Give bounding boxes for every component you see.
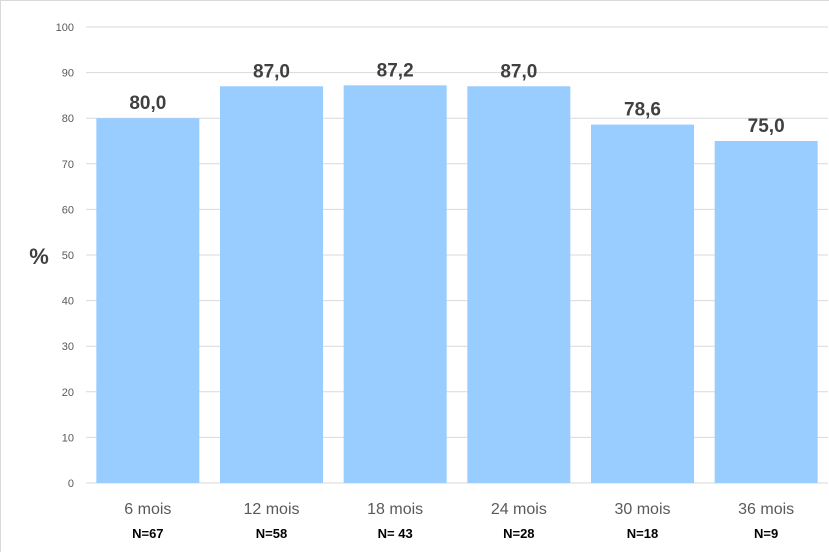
bar-value-label: 87,0: [253, 61, 290, 82]
x-tick-label: 36 mois: [738, 501, 794, 518]
y-axis-label: %: [29, 244, 49, 269]
bar-value-label: 75,0: [748, 116, 785, 137]
sample-size-label: N=58: [256, 526, 287, 541]
y-tick-label: 30: [62, 341, 74, 353]
bar-value-label: 87,0: [500, 61, 537, 82]
y-tick-label: 100: [56, 22, 74, 34]
y-tick-label: 80: [62, 113, 74, 125]
x-tick-label: 6 mois: [124, 501, 171, 518]
bar: [714, 141, 818, 483]
sample-size-label: N=9: [754, 526, 778, 541]
bar: [220, 86, 323, 483]
y-tick-label: 50: [62, 250, 74, 262]
y-tick-label: 60: [62, 204, 74, 216]
sample-size-label: N=18: [627, 526, 658, 541]
sample-size-label: N= 43: [378, 526, 413, 541]
y-tick-label: 20: [62, 387, 74, 399]
x-tick-label: 24 mois: [491, 501, 547, 518]
x-tick-label: 18 mois: [367, 501, 423, 518]
x-tick-label: 12 mois: [243, 501, 299, 518]
y-tick-label: 10: [62, 432, 74, 444]
bar: [591, 124, 694, 484]
sample-size-label: N=28: [503, 526, 534, 541]
bar-value-label: 78,6: [624, 100, 661, 121]
y-tick-label: 90: [62, 68, 74, 80]
sample-size-label: N=67: [132, 526, 163, 541]
bar-value-label: 80,0: [129, 93, 166, 114]
y-tick-label: 0: [68, 478, 74, 490]
y-tick-label: 40: [62, 296, 74, 308]
bar: [343, 85, 447, 484]
y-tick-label: 70: [62, 159, 74, 171]
bar-value-label: 87,2: [377, 60, 414, 81]
x-tick-label: 30 mois: [614, 501, 670, 518]
bar: [467, 86, 571, 483]
bar: [96, 118, 200, 483]
